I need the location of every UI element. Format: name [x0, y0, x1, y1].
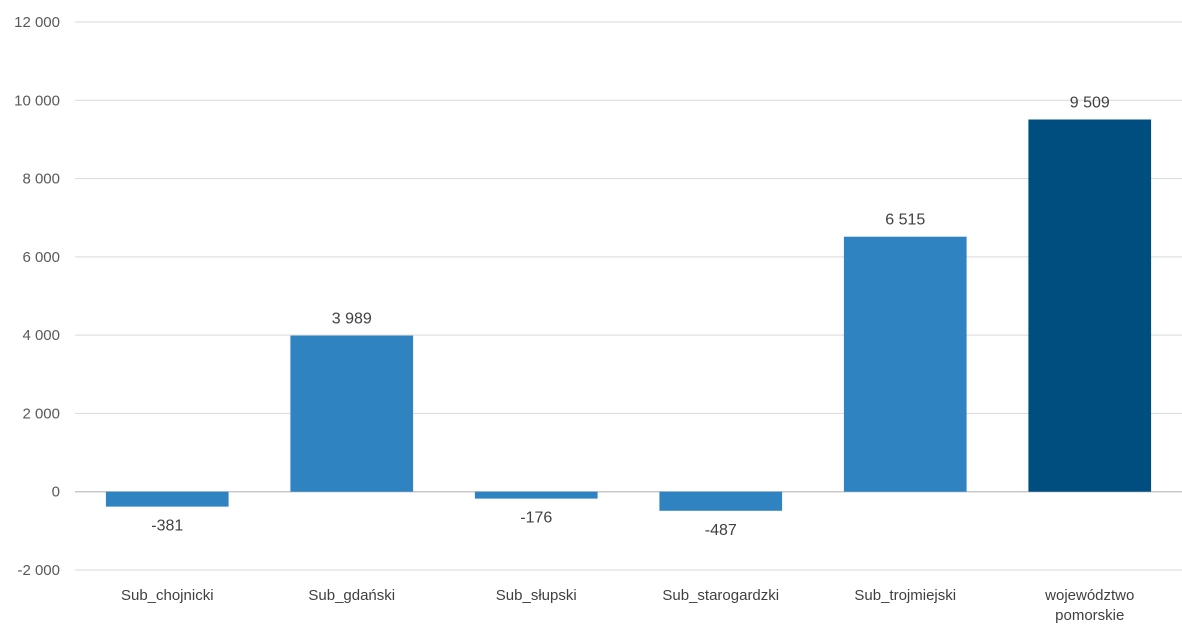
- y-tick-label: -2 000: [17, 562, 60, 579]
- data-labels: -381 3 989 -176 -487 6 515 9 509: [151, 95, 1110, 539]
- bar: [659, 491, 783, 511]
- y-tick-label: 8 000: [22, 171, 60, 188]
- bar: [1028, 119, 1152, 492]
- bar: [290, 335, 414, 492]
- y-tick-label: 6 000: [22, 249, 60, 266]
- category-label: Sub_słupski: [496, 587, 577, 604]
- data-label: -176: [520, 510, 552, 527]
- category-label: Sub_starogardzki: [662, 587, 779, 604]
- data-label: 9 509: [1070, 95, 1110, 112]
- category-label: województwo pomorskie: [1044, 587, 1134, 624]
- bar: [105, 491, 229, 507]
- bars: [105, 119, 1152, 511]
- category-label: Sub_gdański: [308, 587, 395, 604]
- x-axis-categories: Sub_chojnicki Sub_gdański Sub_słupski Sub_s…: [121, 587, 1134, 624]
- data-label: 6 515: [885, 212, 925, 229]
- y-tick-label: 12 000: [14, 14, 60, 31]
- data-label: 3 989: [332, 311, 372, 328]
- category-label: Sub_trojmiejski: [854, 587, 956, 604]
- data-label: -381: [151, 518, 183, 535]
- y-axis-ticks: -2 000 0 2 000 4 000 6 000 8 000 10 000 12 000: [14, 14, 60, 579]
- y-tick-label: 0: [52, 484, 60, 501]
- bar: [474, 491, 598, 499]
- y-tick-label: 10 000: [14, 92, 60, 109]
- category-label: Sub_chojnicki: [121, 587, 214, 604]
- bar: [843, 236, 967, 492]
- data-label: -487: [705, 522, 737, 539]
- gridlines: [75, 21, 1182, 571]
- y-tick-label: 4 000: [22, 327, 60, 344]
- y-tick-label: 2 000: [22, 405, 60, 422]
